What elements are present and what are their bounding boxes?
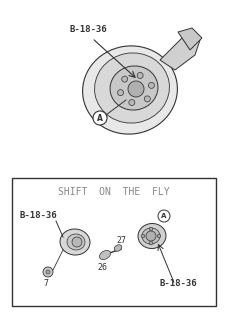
Circle shape (137, 72, 143, 78)
Ellipse shape (95, 53, 169, 123)
Circle shape (129, 100, 135, 106)
Text: A: A (161, 213, 167, 219)
Text: 7: 7 (44, 278, 49, 287)
Circle shape (72, 237, 82, 247)
Circle shape (128, 81, 144, 97)
Circle shape (93, 111, 107, 125)
Ellipse shape (83, 46, 177, 134)
Text: B-18-36: B-18-36 (20, 211, 58, 220)
Text: A: A (97, 114, 103, 123)
Ellipse shape (67, 234, 85, 250)
Polygon shape (178, 28, 202, 50)
Circle shape (46, 270, 50, 274)
Circle shape (146, 231, 156, 241)
Ellipse shape (99, 251, 111, 260)
Circle shape (43, 267, 53, 277)
Circle shape (144, 96, 150, 102)
Polygon shape (160, 35, 200, 70)
Ellipse shape (138, 223, 166, 249)
Ellipse shape (114, 245, 122, 251)
Circle shape (118, 90, 123, 96)
Ellipse shape (110, 66, 158, 110)
Circle shape (122, 76, 128, 82)
Circle shape (158, 210, 170, 222)
Circle shape (149, 227, 153, 231)
Ellipse shape (142, 228, 160, 244)
Circle shape (157, 234, 161, 238)
Circle shape (149, 241, 153, 245)
Text: B-18-36: B-18-36 (70, 25, 108, 34)
Text: 26: 26 (97, 262, 107, 271)
Ellipse shape (60, 229, 90, 255)
FancyBboxPatch shape (12, 178, 216, 306)
Text: B-18-36: B-18-36 (160, 279, 198, 288)
Circle shape (141, 234, 145, 238)
Text: SHIFT  ON  THE  FLY: SHIFT ON THE FLY (58, 187, 170, 197)
Text: 27: 27 (116, 236, 126, 244)
Circle shape (148, 82, 154, 88)
